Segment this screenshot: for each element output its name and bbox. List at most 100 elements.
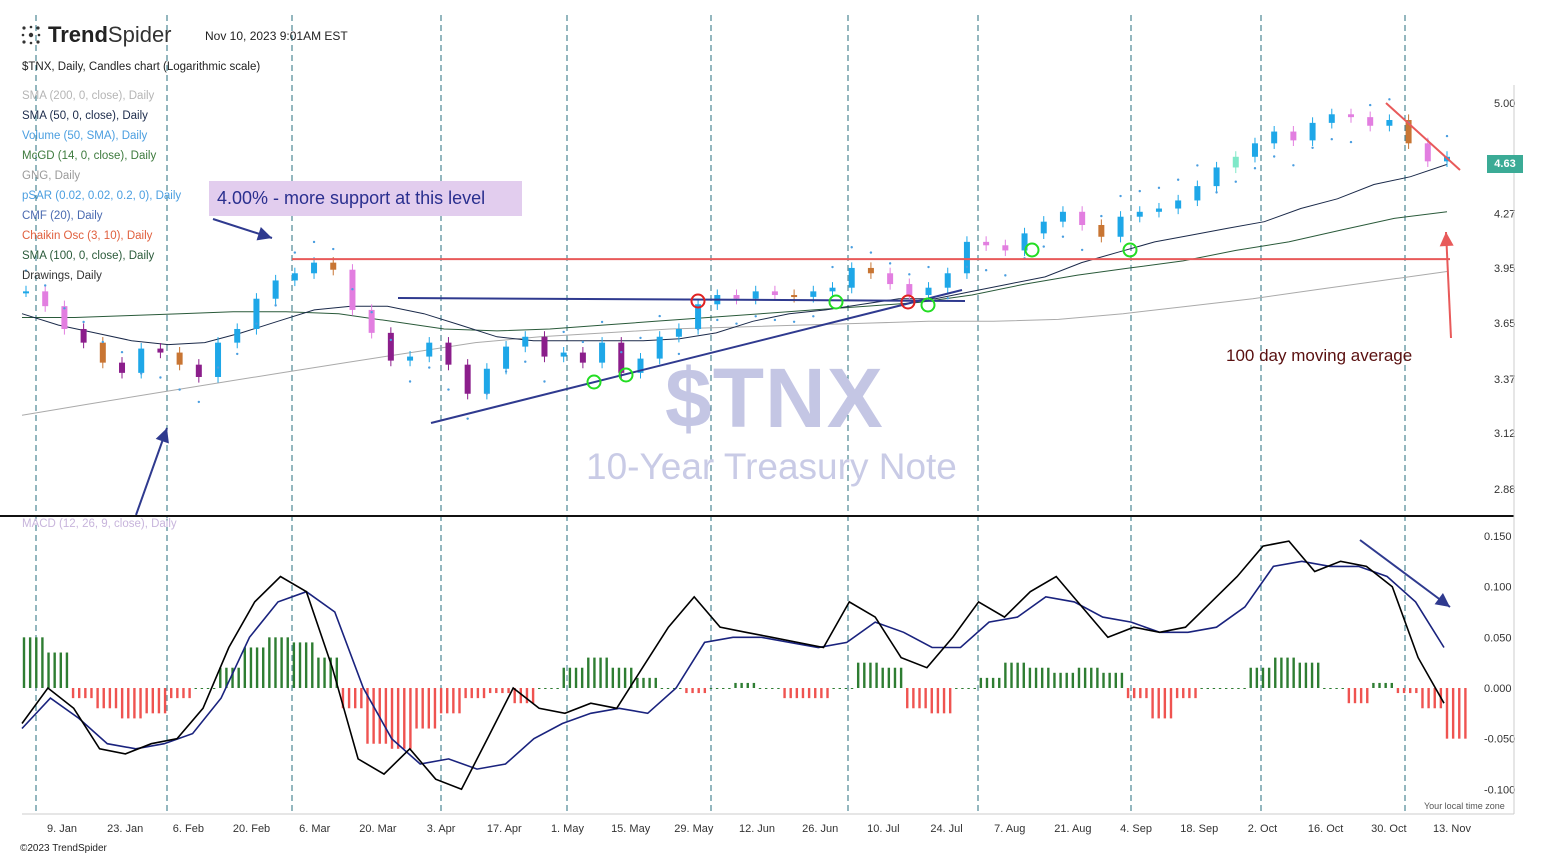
psar-dot	[293, 251, 297, 254]
candle-body	[234, 328, 241, 343]
psar-dot	[658, 314, 661, 318]
macd-bar	[771, 688, 774, 689]
psar-dot	[485, 392, 489, 395]
macd-bar	[1188, 688, 1191, 699]
macd-bar	[114, 688, 118, 709]
indicator-label[interactable]: SMA (50, 0, close), Daily	[22, 110, 148, 122]
macd-bar	[899, 667, 903, 688]
candle-body	[522, 336, 529, 347]
macd-bar	[403, 688, 406, 749]
psar-dot	[1042, 245, 1045, 248]
candle-body	[560, 352, 567, 357]
macd-bar	[758, 688, 762, 689]
psar-dot	[984, 269, 988, 272]
indicator-label[interactable]: Volume (50, SMA), Daily	[22, 130, 148, 142]
macd-bar	[636, 677, 639, 688]
indicator-label[interactable]: Chaikin Osc (3, 10), Daily	[22, 230, 153, 242]
price-tick-label: 3.12	[1494, 428, 1515, 440]
macd-line	[21, 540, 1445, 791]
candle-body	[23, 291, 29, 294]
macd-bar	[390, 688, 394, 749]
macd-bar	[1096, 667, 1099, 688]
psar-dot	[1292, 164, 1295, 167]
candle-body	[1213, 167, 1220, 187]
macd-bar	[672, 688, 676, 689]
indicator-label[interactable]: SMA (200, 0, close), Daily	[22, 90, 155, 102]
price-tick-label: 3.37	[1494, 374, 1515, 386]
macd-bar	[1059, 672, 1062, 688]
macd-bar	[1065, 672, 1068, 688]
psar-dot	[620, 350, 623, 354]
macd-bar	[1212, 688, 1216, 689]
callout-arrow-head	[256, 227, 272, 241]
macd-bar	[304, 642, 308, 688]
macd-bar	[1090, 667, 1093, 688]
psar-dot	[1272, 155, 1276, 158]
psar-dot	[735, 322, 738, 325]
indicator-label[interactable]: CMF (20), Daily	[22, 210, 103, 222]
macd-bar	[752, 682, 756, 688]
macd-bar	[41, 637, 44, 688]
candle-body	[1424, 143, 1431, 162]
macd-bar	[642, 677, 645, 688]
macd-bar	[286, 637, 289, 688]
candle-body	[42, 291, 49, 307]
psar-dot	[1100, 214, 1103, 218]
macd-bar	[531, 688, 535, 704]
macd-bar	[1249, 667, 1252, 688]
candle-body	[1098, 224, 1105, 237]
date-tick-label: 10. Jul	[867, 823, 899, 835]
macd-bar	[1378, 682, 1381, 688]
price-tick-label: 4.27	[1494, 208, 1515, 220]
candle-body	[733, 295, 740, 299]
macd-bar	[323, 657, 326, 688]
macd-bar	[654, 677, 657, 688]
macd-bar	[764, 688, 768, 689]
macd-bar	[1335, 688, 1338, 689]
macd-bar	[746, 682, 749, 688]
macd-bar	[1323, 688, 1326, 689]
macd-bar	[973, 688, 976, 689]
macd-bar	[1028, 667, 1032, 688]
macd-bar	[887, 667, 891, 688]
indicator-label[interactable]: Drawings, Daily	[22, 270, 102, 282]
macd-bar	[1175, 688, 1179, 699]
macd-bar	[237, 667, 240, 688]
macd-bar	[580, 667, 584, 688]
price-axis: 5.00 4.27 3.95 3.65 3.37 3.12 2.88	[1494, 98, 1515, 496]
macd-bar	[1372, 682, 1375, 688]
candle-body	[1175, 200, 1182, 209]
copyright: ©2023 TrendSpider	[20, 843, 107, 854]
indicator-label[interactable]: McGD (14, 0, close), Daily	[22, 150, 157, 162]
indicator-label[interactable]: pSAR (0.02, 0.02, 0.2, 0), Daily	[22, 190, 182, 202]
macd-bar	[1384, 682, 1387, 688]
macd-bar	[280, 637, 283, 688]
macd-bar	[84, 688, 87, 699]
macd-bar	[1445, 688, 1449, 739]
candle-body	[368, 309, 375, 333]
spider-icon	[21, 25, 41, 45]
macd-bar	[1402, 688, 1406, 694]
indicator-label[interactable]: GNG, Daily	[22, 170, 81, 182]
ma-arrow-head	[1439, 232, 1454, 247]
macd-bar	[1004, 662, 1007, 688]
macd-bar	[102, 688, 105, 709]
macd-bar	[777, 688, 780, 689]
macd-bar	[783, 688, 786, 699]
signal-circle	[1024, 242, 1040, 258]
macd-bar	[1169, 688, 1173, 719]
macd-bar	[415, 688, 418, 729]
macd-bar	[924, 688, 927, 709]
macd-bar	[47, 652, 50, 688]
candle-body	[1328, 114, 1335, 123]
psar-dot	[216, 366, 220, 369]
watermark-name: 10-Year Treasury Note	[586, 446, 957, 487]
macd-tick-label: -0.100	[1484, 784, 1515, 796]
macd-bar	[1415, 688, 1418, 694]
candle-body	[253, 298, 260, 329]
psar-dot	[581, 340, 585, 344]
indicator-label[interactable]: SMA (100, 0, close), Daily	[22, 250, 155, 262]
macd-bar	[274, 637, 277, 688]
macd-bar	[1010, 662, 1013, 688]
